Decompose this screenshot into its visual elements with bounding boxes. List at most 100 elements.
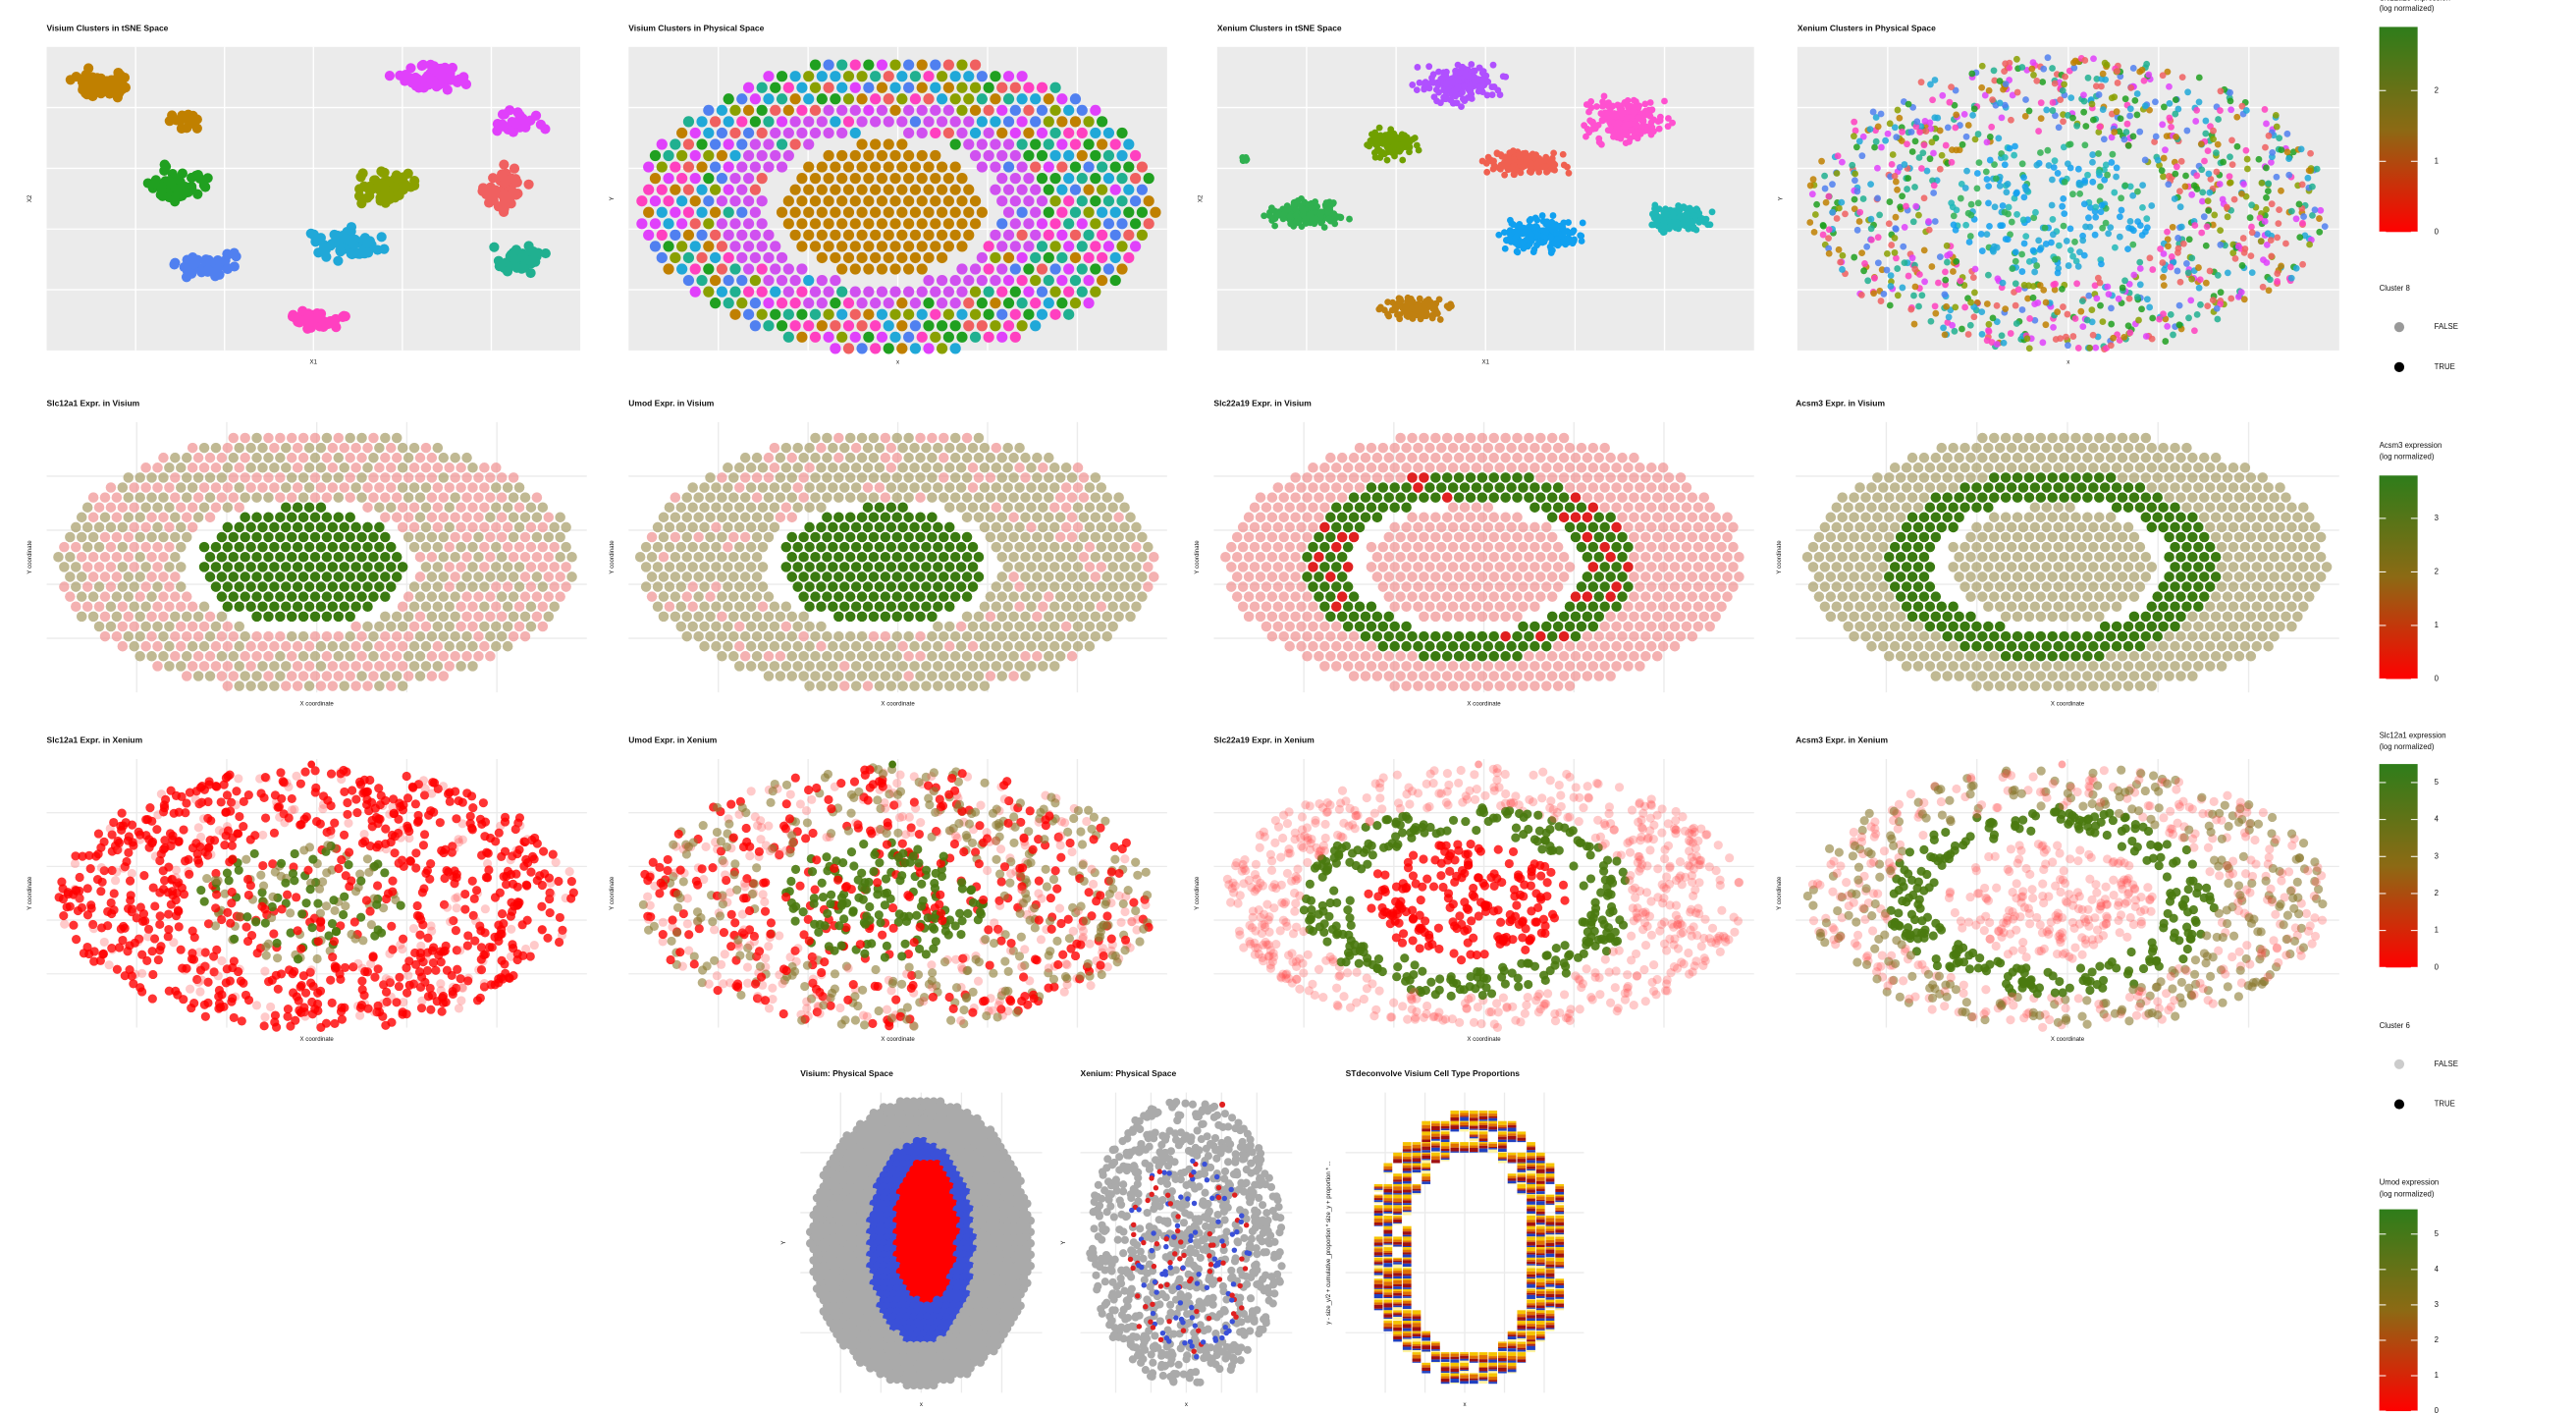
point: [733, 482, 745, 493]
point: [1026, 462, 1037, 473]
point: [1825, 226, 1833, 234]
point: [782, 104, 794, 116]
point: [1655, 125, 1663, 133]
point: [809, 331, 822, 343]
point: [513, 502, 525, 513]
point: [1009, 173, 1021, 185]
point: [1887, 272, 1895, 279]
point: [2273, 123, 2281, 131]
point: [204, 452, 216, 463]
point: [543, 591, 555, 602]
point: [1433, 309, 1441, 317]
point: [2002, 236, 2010, 243]
point: [956, 59, 968, 71]
point: [1538, 212, 1546, 219]
point: [549, 541, 560, 553]
point: [275, 432, 286, 444]
point: [423, 73, 434, 83]
point: [1109, 274, 1121, 287]
point: [181, 188, 191, 198]
point: [676, 149, 688, 162]
point: [1097, 138, 1108, 150]
point: [796, 331, 808, 343]
point: [456, 621, 466, 632]
point: [2029, 246, 2037, 254]
point: [414, 492, 426, 503]
point: [1935, 279, 1942, 287]
point: [99, 571, 111, 582]
point: [275, 531, 286, 543]
point: [1076, 195, 1088, 207]
point: [414, 651, 426, 662]
point: [1109, 229, 1121, 241]
point: [1851, 118, 1858, 126]
point: [1109, 138, 1121, 150]
point: [896, 206, 908, 218]
point: [776, 161, 788, 173]
point: [923, 116, 935, 128]
point: [862, 462, 874, 473]
point: [156, 185, 167, 195]
point: [963, 229, 975, 241]
point: [2242, 107, 2250, 114]
point: [1839, 266, 1846, 273]
point: [949, 452, 961, 463]
point: [356, 531, 367, 543]
point: [1036, 218, 1048, 230]
point: [1049, 263, 1061, 275]
point: [1049, 218, 1061, 230]
point: [897, 482, 908, 493]
point: [362, 640, 373, 652]
point: [134, 472, 145, 483]
point: [775, 452, 786, 463]
point: [2019, 216, 2027, 224]
point: [2123, 120, 2131, 128]
point: [93, 541, 105, 553]
point: [2121, 182, 2129, 190]
point: [1076, 127, 1088, 139]
point: [2174, 248, 2181, 256]
point: [816, 161, 828, 173]
point: [2205, 170, 2213, 178]
point: [1274, 211, 1282, 219]
point: [1049, 173, 1061, 185]
point: [1829, 208, 1837, 216]
point: [2078, 298, 2086, 305]
point: [491, 621, 502, 632]
point: [756, 104, 768, 116]
point: [491, 521, 502, 533]
point: [1806, 219, 1814, 226]
point: [502, 266, 513, 277]
point: [350, 581, 361, 592]
point: [2064, 160, 2071, 168]
point: [555, 512, 565, 523]
point: [311, 312, 323, 323]
point: [1988, 123, 1996, 131]
point: [1968, 70, 1976, 78]
point: [210, 541, 222, 553]
point: [1942, 268, 1949, 276]
point: [2278, 262, 2285, 270]
point: [292, 680, 303, 691]
point: [479, 601, 490, 613]
point: [2213, 149, 2220, 157]
point: [537, 562, 549, 572]
point: [1036, 82, 1048, 93]
point: [245, 661, 256, 672]
point: [1892, 213, 1900, 221]
point: [2066, 225, 2074, 233]
point: [1626, 137, 1633, 145]
point: [1023, 241, 1035, 252]
point: [1036, 149, 1048, 162]
point: [1069, 274, 1082, 287]
point: [909, 320, 922, 332]
point: [703, 127, 715, 139]
point: [729, 173, 741, 185]
point: [1136, 206, 1148, 218]
point: [756, 263, 768, 275]
point: [723, 138, 734, 150]
point: [362, 238, 373, 248]
point: [1908, 254, 1916, 262]
point: [923, 184, 935, 195]
point: [2054, 308, 2062, 316]
